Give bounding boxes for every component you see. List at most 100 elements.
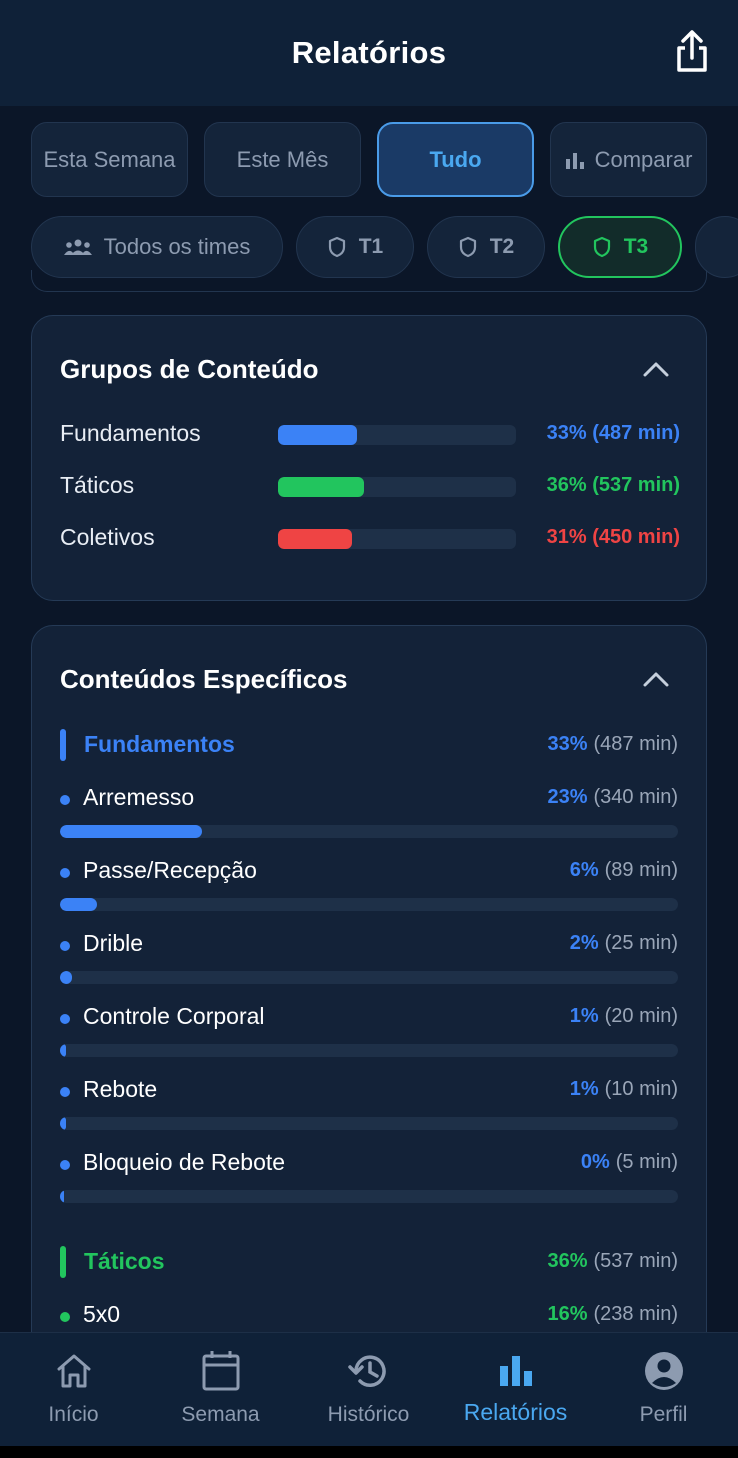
- team-chip-t1[interactable]: T1: [296, 216, 414, 278]
- nav-label: Semana: [181, 1403, 260, 1426]
- team-chip-label: Todos os times: [103, 234, 251, 259]
- period-label: Esta Semana: [43, 146, 176, 172]
- item-minutes: (89 min): [604, 859, 678, 881]
- period-all-button[interactable]: Tudo: [377, 122, 534, 197]
- group-value: 36% (537 min): [546, 474, 680, 496]
- item-progress-fill: [60, 1044, 67, 1057]
- section-color-bar: [60, 729, 66, 761]
- item-progress-fill: [60, 1190, 64, 1203]
- item-progress-track: [60, 1044, 678, 1057]
- item-percent: 2%: [569, 932, 599, 954]
- nav-label: Início: [48, 1403, 99, 1426]
- period-filter: Esta Semana Este Mês Tudo Comparar: [31, 122, 707, 197]
- group-progress-fill: [278, 425, 357, 445]
- content-item: Rebote 1% (10 min): [60, 1076, 678, 1132]
- bar-chart-icon: [565, 152, 584, 169]
- item-value: 0% (5 min): [581, 1151, 678, 1174]
- nav-label: Histórico: [327, 1403, 410, 1426]
- group-value: 31% (450 min): [546, 526, 680, 548]
- specific-contents-card: Conteúdos Específicos Fundamentos 33% (48…: [31, 625, 707, 1385]
- item-dot: [60, 1087, 70, 1097]
- profile-icon: [644, 1352, 683, 1390]
- shield-icon: [593, 236, 610, 258]
- item-value: 6% (89 min): [570, 859, 678, 882]
- period-label: Este Mês: [236, 146, 329, 172]
- item-dot: [60, 1160, 70, 1170]
- section-header-fundamentos: Fundamentos 33% (487 min): [60, 729, 678, 761]
- team-chip-label: T2: [489, 235, 515, 258]
- nav-reports[interactable]: Relatórios: [442, 1333, 589, 1447]
- team-filter: Todos os times T1 T2 T3: [31, 216, 738, 278]
- item-dot: [60, 1014, 70, 1024]
- group-row: Táticos 36% (537 min): [60, 472, 680, 502]
- content-item: 5x0 16% (238 min): [60, 1301, 678, 1357]
- period-this-week-button[interactable]: Esta Semana: [31, 122, 188, 197]
- group-label: Fundamentos: [60, 420, 201, 446]
- section-color-bar: [60, 1246, 66, 1278]
- section-percent: 33%: [547, 733, 588, 755]
- nav-profile[interactable]: Perfil: [590, 1333, 737, 1447]
- section-value: 36% (537 min): [547, 1250, 678, 1273]
- team-chip-t2[interactable]: T2: [427, 216, 545, 278]
- item-progress-track: [60, 898, 678, 911]
- item-percent: 0%: [580, 1151, 610, 1173]
- group-label: Táticos: [60, 472, 135, 498]
- group-progress-fill: [278, 529, 352, 549]
- item-name: Bloqueio de Rebote: [83, 1149, 286, 1175]
- bottom-navigation: Início Semana Histórico Relatórios Perfi…: [0, 1332, 738, 1446]
- page-title: Relatórios: [291, 35, 447, 70]
- item-percent: 23%: [547, 786, 588, 808]
- item-percent: 1%: [569, 1005, 599, 1027]
- item-progress-track: [60, 1117, 678, 1130]
- content-item: Arremesso 23% (340 min): [60, 784, 678, 840]
- share-icon[interactable]: [674, 28, 710, 76]
- item-dot: [60, 868, 70, 878]
- team-chip-more[interactable]: [695, 216, 738, 278]
- item-minutes: (340 min): [593, 786, 678, 808]
- team-chip-t3[interactable]: T3: [558, 216, 682, 278]
- item-name: Arremesso: [83, 784, 195, 810]
- history-icon: [347, 1355, 386, 1387]
- app-header: Relatórios: [0, 0, 738, 106]
- section-percent: 36%: [547, 1250, 588, 1272]
- period-this-month-button[interactable]: Este Mês: [204, 122, 361, 197]
- content-groups-card: Grupos de Conteúdo Fundamentos 33% (487 …: [31, 315, 707, 601]
- item-percent: 16%: [547, 1303, 588, 1325]
- item-progress-track: [60, 1190, 678, 1203]
- chevron-up-icon[interactable]: [642, 670, 670, 688]
- team-chip-all[interactable]: Todos os times: [31, 216, 283, 278]
- item-progress-track: [60, 825, 678, 838]
- nav-week[interactable]: Semana: [147, 1333, 294, 1447]
- nav-label: Perfil: [639, 1403, 688, 1426]
- card-title: Conteúdos Específicos: [60, 664, 348, 694]
- item-progress-fill: [60, 971, 73, 984]
- group-row: Coletivos 31% (450 min): [60, 524, 680, 554]
- item-name: 5x0: [83, 1301, 121, 1327]
- compare-button[interactable]: Comparar: [550, 122, 707, 197]
- group-progress-track: [278, 477, 516, 497]
- item-name: Controle Corporal: [83, 1003, 265, 1029]
- section-minutes: (537 min): [593, 1250, 678, 1272]
- item-name: Drible: [83, 930, 144, 956]
- nav-label: Relatórios: [463, 1399, 568, 1425]
- nav-home[interactable]: Início: [0, 1333, 147, 1447]
- item-name: Passe/Recepção: [83, 857, 257, 883]
- shield-icon: [328, 236, 345, 258]
- item-minutes: (238 min): [593, 1303, 678, 1325]
- bar-chart-icon: [499, 1356, 532, 1386]
- section-name: Táticos: [84, 1248, 165, 1274]
- group-row: Fundamentos 33% (487 min): [60, 420, 680, 450]
- item-progress-fill: [60, 825, 203, 838]
- item-dot: [60, 941, 70, 951]
- item-progress-track: [60, 971, 678, 984]
- chevron-up-icon[interactable]: [642, 360, 670, 378]
- item-value: 23% (340 min): [547, 786, 678, 809]
- system-nav-bar: [0, 1446, 738, 1458]
- item-progress-fill: [60, 1117, 67, 1130]
- content-item: Passe/Recepção 6% (89 min): [60, 857, 678, 913]
- group-progress-track: [278, 425, 516, 445]
- item-progress-fill: [60, 898, 98, 911]
- section-value: 33% (487 min): [547, 733, 678, 756]
- team-chip-label: T3: [623, 235, 649, 258]
- nav-history[interactable]: Histórico: [295, 1333, 442, 1447]
